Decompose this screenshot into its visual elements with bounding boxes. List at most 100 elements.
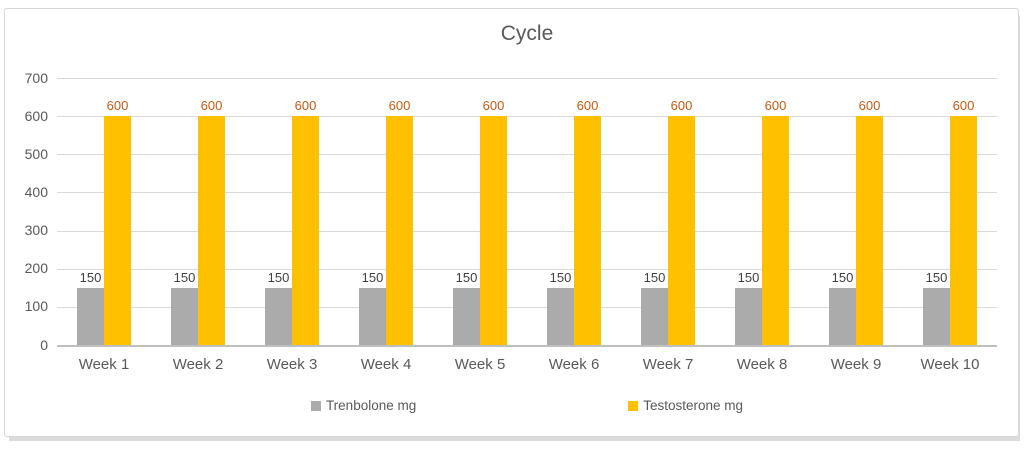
legend-item-testosterone-mg: Testosterone mg [628, 398, 743, 413]
bar-testosterone-mg [950, 116, 977, 345]
legend-item-trenbolone-mg: Trenbolone mg [310, 398, 417, 413]
gridline [57, 78, 997, 79]
bar-wrap: 150 [453, 270, 480, 345]
bar-wrap: 600 [292, 98, 319, 345]
bar-group: 150 600 [339, 78, 433, 345]
y-tick-label: 0 [40, 336, 48, 353]
data-label: 150 [643, 269, 666, 285]
bar-wrap: 600 [856, 98, 883, 345]
bar-trenbolone-mg [923, 287, 950, 345]
bar-trenbolone-mg [735, 287, 762, 345]
x-tick-label: Week 3 [266, 356, 318, 373]
y-tick-label: 700 [24, 69, 48, 86]
data-label: 600 [764, 98, 787, 114]
bar-trenbolone-mg [829, 287, 856, 345]
bar-trenbolone-mg [641, 287, 668, 345]
bar-testosterone-mg [856, 116, 883, 345]
bar-wrap: 600 [762, 98, 789, 345]
bar-group: 150 600 [809, 78, 903, 345]
chart-title: Cycle [500, 22, 554, 45]
legend-label: Testosterone mg [643, 398, 744, 413]
bar-trenbolone-mg [171, 287, 198, 345]
x-tick-label: Week 9 [830, 356, 882, 373]
gridline [57, 154, 997, 156]
data-label: 600 [952, 98, 975, 114]
gridline [57, 116, 997, 118]
data-label: 150 [925, 269, 948, 285]
x-tick-label: Week 10 [920, 356, 980, 373]
x-tick-label: Week 5 [454, 356, 506, 373]
data-label: 600 [670, 98, 693, 114]
data-label: 600 [388, 98, 411, 114]
y-tick-label: 100 [24, 298, 48, 315]
bar-wrap: 150 [641, 270, 668, 345]
bar-trenbolone-mg [359, 287, 386, 345]
bar-testosterone-mg [386, 116, 413, 345]
gridline [57, 306, 997, 308]
bar-group: 150 600 [433, 78, 527, 345]
data-label: 600 [294, 98, 317, 114]
bar-testosterone-mg [574, 116, 601, 345]
legend-label: Trenbolone mg [325, 398, 417, 413]
bar-wrap: 150 [265, 270, 292, 345]
y-tick-label: 400 [24, 183, 48, 200]
bar-trenbolone-mg [265, 287, 292, 345]
data-label: 600 [482, 98, 505, 114]
bar-testosterone-mg [292, 116, 319, 345]
bar-group: 150 600 [715, 78, 809, 345]
bar-group: 150 600 [57, 78, 151, 345]
gridline [57, 268, 997, 270]
chart-frame [4, 8, 1019, 437]
legend-swatch-icon [628, 400, 639, 411]
bar-wrap: 150 [923, 270, 950, 345]
x-axis-line [57, 345, 997, 347]
bar-wrap: 150 [359, 270, 386, 345]
bar-trenbolone-mg [77, 287, 104, 345]
y-tick-label: 500 [24, 145, 48, 162]
bar-wrap: 600 [950, 98, 977, 345]
legend: Trenbolone mg Testosterone mg [57, 398, 997, 413]
bar-testosterone-mg [668, 116, 695, 345]
bar-testosterone-mg [104, 116, 131, 345]
y-tick-label: 300 [24, 222, 48, 239]
bar-wrap: 600 [668, 98, 695, 345]
bar-testosterone-mg [198, 116, 225, 345]
bar-group: 150 600 [903, 78, 997, 345]
data-label: 150 [455, 269, 478, 285]
bar-wrap: 600 [480, 98, 507, 345]
data-label: 150 [267, 269, 290, 285]
gridline [57, 230, 997, 232]
bar-wrap: 150 [735, 270, 762, 345]
y-tick-label: 600 [24, 107, 48, 124]
data-label: 150 [831, 269, 854, 285]
bar-wrap: 600 [198, 98, 225, 345]
x-tick-label: Week 7 [642, 356, 694, 373]
x-tick-label: Week 1 [78, 356, 130, 373]
bar-group: 150 600 [527, 78, 621, 345]
bar-wrap: 150 [829, 270, 856, 345]
data-label: 600 [858, 98, 881, 114]
data-label: 150 [79, 269, 102, 285]
x-tick-label: Week 8 [736, 356, 788, 373]
data-label: 150 [737, 269, 760, 285]
bar-trenbolone-mg [453, 287, 480, 345]
bar-wrap: 150 [171, 270, 198, 345]
bar-wrap: 600 [104, 98, 131, 345]
plot-area: 150 600 150 600 150 600 150 600 150 600 150 600 150 6… [57, 78, 997, 347]
bar-group: 150 600 [151, 78, 245, 345]
bar-trenbolone-mg [547, 287, 574, 345]
data-label: 150 [549, 269, 572, 285]
data-label: 600 [106, 98, 129, 114]
bar-wrap: 150 [77, 270, 104, 345]
bar-group: 150 600 [245, 78, 339, 345]
data-label: 600 [576, 98, 599, 114]
data-label: 150 [361, 269, 384, 285]
bar-testosterone-mg [480, 116, 507, 345]
y-tick-label: 200 [24, 260, 48, 277]
data-label: 150 [173, 269, 196, 285]
bar-group: 150 600 [621, 78, 715, 345]
bar-wrap: 600 [386, 98, 413, 345]
x-tick-label: Week 2 [172, 356, 224, 373]
x-tick-label: Week 6 [548, 356, 600, 373]
bar-testosterone-mg [762, 116, 789, 345]
